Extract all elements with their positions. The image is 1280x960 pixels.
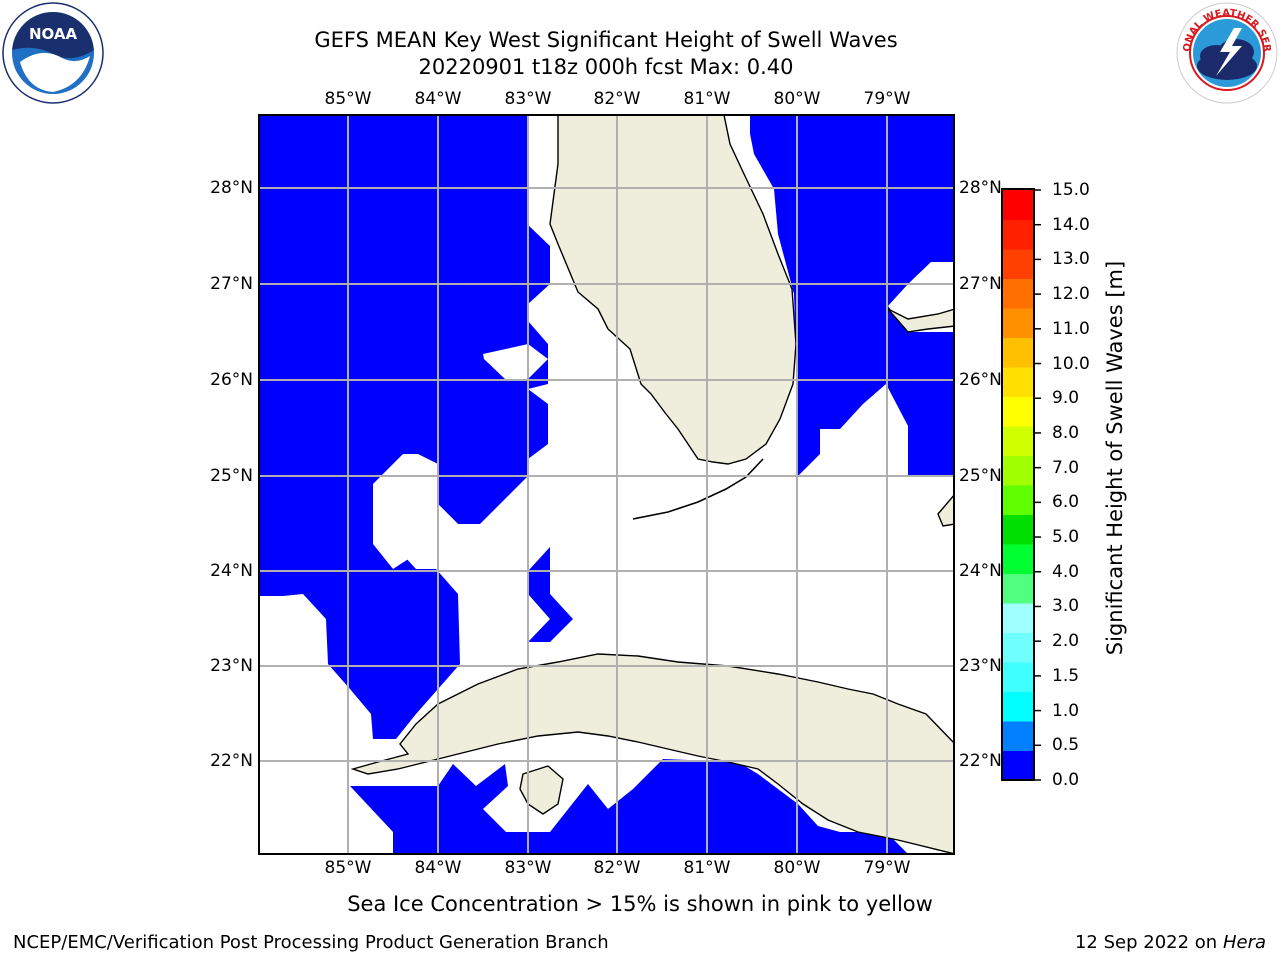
colorbar-tick-label: 13.0 <box>1052 249 1090 270</box>
footer-date-text: 12 Sep 2022 on <box>1074 932 1218 953</box>
lat-tick-left: 27°N <box>210 274 253 294</box>
land-cuba <box>350 653 955 855</box>
lat-tick-right: 24°N <box>959 561 1002 581</box>
land-isle-of-youth <box>519 765 564 815</box>
colorbar-cell <box>1003 308 1033 338</box>
colorbar <box>1001 188 1041 781</box>
colorbar-cell <box>1003 426 1033 456</box>
lat-tick-right: 28°N <box>959 178 1002 198</box>
swell-region-west <box>259 115 550 739</box>
lat-tick-right: 25°N <box>959 466 1002 486</box>
lon-tick-top: 85°W <box>324 89 372 109</box>
lon-tick-bottom: 82°W <box>593 858 641 878</box>
chart-title: GEFS MEAN Key West Significant Height of… <box>314 28 898 52</box>
colorbar-tick-label: 5.0 <box>1052 527 1080 548</box>
lat-tick-right: 22°N <box>959 751 1002 771</box>
swell-region-west-gap <box>483 344 548 379</box>
colorbar-cell <box>1003 396 1033 427</box>
nws-logo-icon: NATIONAL WEATHER SERVICE <box>1172 0 1278 104</box>
colorbar-cell <box>1003 278 1033 309</box>
colorbar-cell <box>1003 455 1033 486</box>
lat-tick-left: 26°N <box>210 370 253 390</box>
colorbar-tick-label: 11.0 <box>1052 318 1090 339</box>
noaa-logo-text: NOAA <box>29 25 78 43</box>
footer-date: 12 Sep 2022 on Hera <box>1075 932 1266 954</box>
colorbar-cell <box>1003 721 1033 751</box>
lon-tick-bottom: 80°W <box>773 858 821 878</box>
noaa-logo: NOAA <box>2 2 104 104</box>
colorbar-tick-label: 6.0 <box>1052 492 1080 513</box>
colorbar-tick-label: 0.5 <box>1052 735 1080 756</box>
noaa-logo-icon: NOAA <box>2 2 104 104</box>
colorbar-tick-label: 7.0 <box>1052 457 1080 478</box>
colorbar-cell <box>1003 603 1033 633</box>
chart-subtitle: 20220901 t18z 000h fcst Max: 0.40 <box>418 55 794 79</box>
colorbar-cell <box>1003 249 1033 279</box>
footer-branch: NCEP/EMC/Verification Post Processing Pr… <box>13 932 609 953</box>
lat-tick-left: 23°N <box>210 656 253 676</box>
nws-logo: NATIONAL WEATHER SERVICE <box>1172 0 1278 104</box>
lon-tick-top: 80°W <box>773 89 821 109</box>
colorbar-tick-label: 14.0 <box>1052 214 1090 235</box>
colorbar-tick-label: 15.0 <box>1052 180 1090 200</box>
land-bahamas <box>887 308 955 333</box>
lat-tick-right: 27°N <box>959 274 1002 294</box>
lat-tick-left: 24°N <box>210 561 253 581</box>
lon-tick-bottom: 83°W <box>504 858 552 878</box>
lon-tick-bottom: 81°W <box>683 858 731 878</box>
florida-keys <box>632 458 764 520</box>
colorbar-tick-label: 1.0 <box>1052 700 1080 721</box>
swell-region-west-gap-2 <box>373 459 480 569</box>
colorbar-cell <box>1003 544 1033 574</box>
land-florida <box>549 114 797 465</box>
footer-machine: Hera <box>1222 932 1266 953</box>
swell-region-south <box>350 759 908 854</box>
colorbar-cell <box>1003 514 1033 545</box>
colorbar-cell <box>1003 337 1033 368</box>
colorbar-cell <box>1003 691 1033 722</box>
colorbar-cell <box>1003 219 1033 250</box>
lon-tick-top: 84°W <box>414 89 462 109</box>
colorbar-title: Significant Height of Swell Waves [m] <box>1103 260 1127 656</box>
map-gridlines <box>258 114 955 855</box>
colorbar-tick-label: 10.0 <box>1052 353 1090 374</box>
lat-tick-left: 22°N <box>210 751 253 771</box>
colorbar-tick-label: 4.0 <box>1052 561 1080 582</box>
lon-tick-top: 83°W <box>504 89 552 109</box>
map-frame <box>258 114 955 855</box>
colorbar-cell <box>1003 750 1033 781</box>
colorbar-cell <box>1003 662 1033 692</box>
colorbar-tick-label: 2.0 <box>1052 631 1080 652</box>
colorbar-tick-label: 0.0 <box>1052 770 1080 790</box>
colorbar-cell <box>1003 190 1033 220</box>
lon-tick-bottom: 79°W <box>863 858 911 878</box>
swell-region-east <box>750 115 954 476</box>
colorbar-tick-label: 3.0 <box>1052 596 1080 617</box>
sea-ice-note: Sea Ice Concentration > 15% is shown in … <box>347 892 933 916</box>
colorbar-cell <box>1003 485 1033 515</box>
lat-tick-left: 28°N <box>210 178 253 198</box>
lat-tick-right: 23°N <box>959 656 1002 676</box>
colorbar-tick-label: 12.0 <box>1052 284 1090 305</box>
colorbar-tick-label: 9.0 <box>1052 388 1080 409</box>
colorbar-cell <box>1003 632 1033 663</box>
colorbar-tick-label: 1.5 <box>1052 665 1080 686</box>
lon-tick-top: 79°W <box>863 89 911 109</box>
map-panel <box>258 114 955 855</box>
lat-tick-left: 25°N <box>210 466 253 486</box>
colorbar-cell <box>1003 367 1033 397</box>
lon-tick-bottom: 84°W <box>414 858 462 878</box>
colorbar-tick-label: 8.0 <box>1052 422 1080 443</box>
lon-tick-bottom: 85°W <box>324 858 372 878</box>
land-andros <box>937 492 955 527</box>
colorbar-cell <box>1003 573 1033 604</box>
lon-tick-top: 82°W <box>593 89 641 109</box>
lon-tick-top: 81°W <box>683 89 731 109</box>
lat-tick-right: 26°N <box>959 370 1002 390</box>
